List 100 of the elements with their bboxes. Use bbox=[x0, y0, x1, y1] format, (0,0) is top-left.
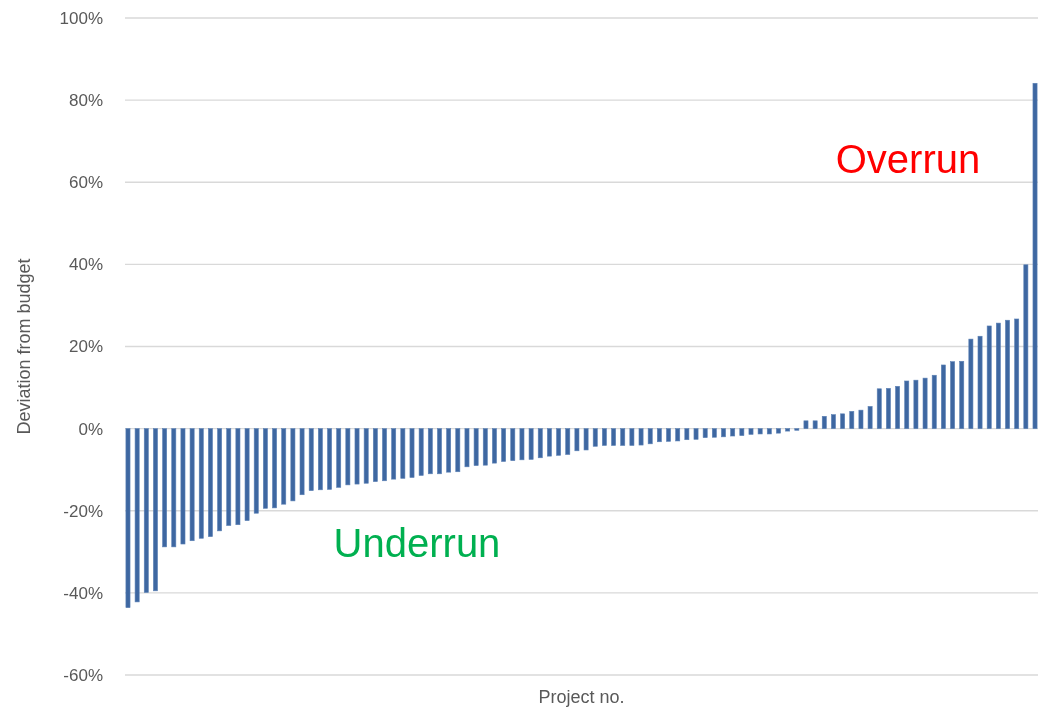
bar bbox=[217, 428, 222, 532]
y-tick-label: 0% bbox=[78, 419, 103, 439]
bar bbox=[189, 428, 195, 542]
bar bbox=[821, 416, 827, 429]
y-tick-label: 20% bbox=[68, 337, 103, 357]
bar bbox=[372, 428, 378, 482]
bar bbox=[996, 322, 1001, 429]
bar bbox=[757, 428, 763, 435]
bar bbox=[391, 428, 397, 480]
bar bbox=[473, 428, 479, 466]
bar bbox=[849, 411, 855, 429]
bar bbox=[208, 428, 213, 537]
bar bbox=[464, 428, 470, 468]
bar bbox=[721, 428, 726, 438]
bar bbox=[977, 335, 983, 429]
bar bbox=[418, 428, 424, 476]
bar bbox=[143, 428, 149, 593]
y-tick-label: 80% bbox=[68, 91, 103, 111]
bar bbox=[684, 428, 690, 441]
bar bbox=[345, 428, 351, 486]
bar bbox=[803, 420, 809, 429]
annotation: Underrun bbox=[333, 521, 501, 565]
bar bbox=[730, 428, 736, 437]
bar bbox=[867, 406, 873, 429]
y-tick-label: -60% bbox=[63, 665, 103, 685]
bar bbox=[931, 374, 937, 429]
bar bbox=[638, 428, 644, 446]
bar bbox=[785, 428, 791, 432]
bar bbox=[748, 428, 754, 435]
y-tick-label: 60% bbox=[68, 173, 103, 193]
bar bbox=[629, 428, 635, 446]
bar bbox=[308, 428, 314, 491]
bar bbox=[528, 428, 534, 460]
bar bbox=[492, 428, 497, 464]
bar bbox=[556, 428, 561, 456]
bar bbox=[657, 428, 662, 443]
bar bbox=[950, 361, 955, 429]
bar bbox=[913, 379, 919, 429]
bar bbox=[647, 428, 653, 445]
bar bbox=[318, 428, 323, 491]
y-tick-label: -20% bbox=[63, 501, 103, 521]
bar bbox=[611, 428, 616, 446]
bar bbox=[290, 428, 296, 502]
bar bbox=[125, 428, 131, 608]
bar bbox=[968, 338, 974, 429]
bar bbox=[675, 428, 681, 442]
bar bbox=[482, 428, 488, 466]
bar bbox=[427, 428, 433, 475]
bar bbox=[299, 428, 305, 496]
bar bbox=[409, 428, 415, 478]
bar bbox=[895, 386, 900, 429]
y-tick-label: -40% bbox=[63, 583, 103, 603]
bar bbox=[776, 428, 781, 434]
bar bbox=[354, 428, 360, 485]
bar bbox=[501, 428, 506, 462]
bar bbox=[812, 420, 818, 429]
bar bbox=[281, 428, 287, 505]
bar bbox=[941, 364, 946, 429]
y-axis-title: Deviation from budget bbox=[14, 258, 34, 435]
bar bbox=[519, 428, 525, 461]
bar bbox=[327, 428, 332, 490]
bar bbox=[263, 428, 268, 509]
bar bbox=[134, 428, 140, 603]
y-tick-label: 100% bbox=[59, 8, 103, 28]
bar bbox=[400, 428, 406, 479]
bar bbox=[959, 360, 965, 429]
bar bbox=[537, 428, 543, 459]
bar bbox=[272, 428, 277, 509]
annotation: Overrun bbox=[835, 137, 981, 181]
bar bbox=[1014, 318, 1020, 429]
bar bbox=[886, 388, 891, 429]
x-axis-title: Project no. bbox=[538, 687, 625, 707]
bar bbox=[904, 380, 910, 429]
bar bbox=[153, 428, 158, 592]
bar bbox=[583, 428, 589, 451]
bar bbox=[666, 428, 671, 442]
bar bbox=[1032, 82, 1038, 429]
bar bbox=[226, 428, 232, 526]
bar bbox=[922, 377, 928, 429]
bar bbox=[711, 428, 717, 438]
bar bbox=[171, 428, 177, 548]
bar bbox=[574, 428, 580, 452]
bar bbox=[831, 414, 836, 429]
bar bbox=[620, 428, 626, 446]
bar bbox=[1005, 319, 1010, 429]
bar bbox=[198, 428, 204, 539]
bar bbox=[437, 428, 442, 475]
bar bbox=[766, 428, 772, 435]
bar bbox=[382, 428, 387, 482]
bar bbox=[455, 428, 461, 473]
bar bbox=[235, 428, 241, 526]
bar bbox=[592, 428, 598, 447]
y-tick-label: 40% bbox=[68, 255, 103, 275]
bar bbox=[693, 428, 699, 440]
bar bbox=[336, 428, 342, 488]
bar bbox=[180, 428, 186, 545]
bar bbox=[840, 413, 845, 429]
bar bbox=[739, 428, 745, 436]
bar bbox=[565, 428, 571, 455]
bar bbox=[602, 428, 607, 446]
